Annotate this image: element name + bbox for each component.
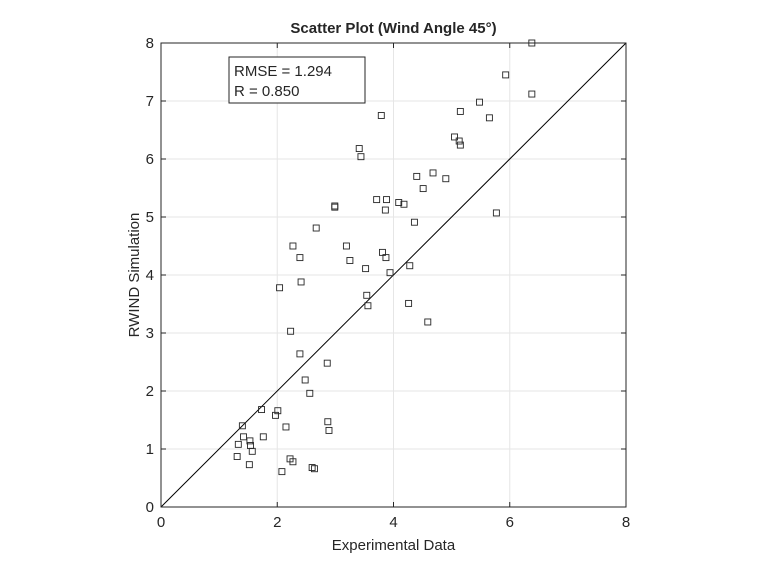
data-point <box>410 218 418 226</box>
data-point <box>455 137 463 145</box>
data-point <box>240 433 247 441</box>
data-point <box>429 169 437 177</box>
data-point <box>306 389 314 397</box>
x-tick-label: 8 <box>622 514 630 531</box>
data-point <box>274 407 282 415</box>
data-point <box>311 465 318 473</box>
data-point <box>323 359 331 367</box>
data-point <box>363 291 371 299</box>
data-point <box>234 440 242 448</box>
data-point <box>419 185 427 193</box>
data-point <box>492 209 500 217</box>
data-point <box>395 199 403 206</box>
stats-annotation: RMSE = 1.294 R = 0.850 <box>228 56 366 104</box>
data-point <box>442 175 450 183</box>
y-tick-label: 4 <box>146 267 154 284</box>
data-point <box>259 433 267 441</box>
y-tick-label: 6 <box>146 151 154 168</box>
data-point <box>289 242 297 250</box>
data-point <box>476 98 483 106</box>
data-point <box>400 200 408 208</box>
data-points <box>233 39 536 476</box>
data-point <box>502 71 510 79</box>
data-point <box>282 423 290 431</box>
data-point <box>272 411 279 419</box>
data-point <box>301 376 309 384</box>
data-point <box>528 90 536 98</box>
y-tick-label: 8 <box>146 35 154 52</box>
data-point <box>406 262 414 270</box>
data-point <box>324 418 332 426</box>
data-point <box>312 224 320 232</box>
data-point <box>278 468 286 476</box>
data-point <box>424 318 432 326</box>
x-axis-label: Experimental Data <box>332 537 456 554</box>
reference-line-y-equals-x <box>160 42 627 508</box>
data-point <box>276 284 284 292</box>
x-tick-label: 4 <box>389 514 397 531</box>
chart-title: Scatter Plot (Wind Angle 45°) <box>290 20 496 37</box>
data-point <box>379 248 386 256</box>
data-point <box>413 172 421 180</box>
y-tick-label: 2 <box>146 383 154 400</box>
data-point <box>381 206 389 214</box>
data-point <box>308 464 316 472</box>
data-point <box>383 196 390 204</box>
data-point <box>362 265 370 273</box>
data-point <box>297 278 305 286</box>
y-tick-label: 0 <box>146 499 154 516</box>
data-point <box>233 453 241 460</box>
data-point <box>355 145 363 153</box>
axis-ticks: 0 2 4 6 8 0 1 2 3 4 5 6 7 8 <box>146 35 631 531</box>
x-tick-label: 6 <box>506 514 514 531</box>
data-point <box>382 254 390 262</box>
y-tick-label: 1 <box>146 441 154 458</box>
stats-box-frame <box>228 56 366 104</box>
y-tick-label: 5 <box>146 209 154 226</box>
data-point <box>456 141 464 149</box>
data-point <box>357 153 365 161</box>
data-point <box>258 406 266 414</box>
data-point <box>246 437 254 445</box>
data-point <box>296 350 304 358</box>
data-point <box>386 269 394 277</box>
y-tick-label: 7 <box>146 93 154 110</box>
y-tick-label: 3 <box>146 325 154 342</box>
data-point <box>485 114 493 122</box>
data-point <box>331 203 339 211</box>
data-point <box>296 254 304 262</box>
data-point <box>245 461 253 469</box>
x-tick-label: 0 <box>157 514 165 531</box>
data-point <box>377 112 385 119</box>
data-point <box>325 426 333 434</box>
data-point <box>528 39 536 47</box>
rmse-text: RMSE = 1.294 <box>234 63 332 80</box>
data-point <box>289 458 297 466</box>
data-point <box>287 327 295 335</box>
data-point <box>238 422 246 430</box>
correlation-text: R = 0.850 <box>234 83 299 100</box>
data-point <box>405 299 413 307</box>
data-point <box>248 447 256 455</box>
data-point <box>342 242 350 250</box>
data-point <box>373 196 381 204</box>
y-axis-label: RWIND Simulation <box>126 213 143 338</box>
data-point <box>364 302 372 310</box>
x-tick-label: 2 <box>273 514 281 531</box>
data-point <box>346 257 354 264</box>
data-point <box>451 133 458 141</box>
data-point <box>456 107 464 115</box>
